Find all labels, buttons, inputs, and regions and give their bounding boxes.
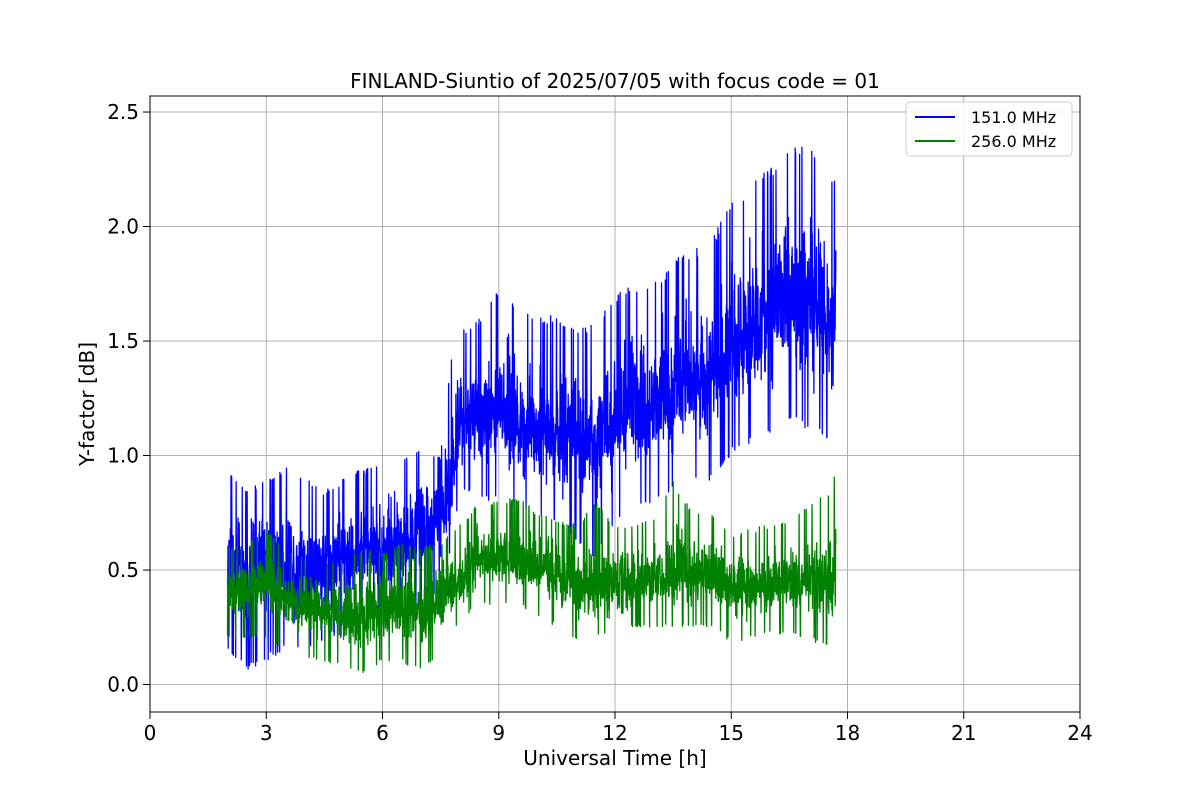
y-tick-label: 0.5 bbox=[107, 558, 139, 582]
x-axis-label: Universal Time [h] bbox=[523, 746, 706, 770]
x-tick-label: 6 bbox=[376, 721, 389, 745]
x-tick-label: 9 bbox=[492, 721, 505, 745]
series-layer bbox=[226, 146, 837, 674]
x-tick-label: 15 bbox=[719, 721, 744, 745]
series-line bbox=[226, 476, 837, 674]
x-tick-label: 12 bbox=[602, 721, 627, 745]
x-tick-label: 18 bbox=[835, 721, 860, 745]
legend: 151.0 MHz 256.0 MHz bbox=[905, 101, 1073, 157]
x-tick-label: 3 bbox=[260, 721, 273, 745]
series-line bbox=[226, 146, 837, 670]
legend-label-256mhz: 256.0 MHz bbox=[971, 132, 1056, 151]
y-tick-label: 1.0 bbox=[107, 444, 139, 468]
x-tick-label: 24 bbox=[1067, 721, 1092, 745]
chart-title: FINLAND-Siuntio of 2025/07/05 with focus… bbox=[350, 69, 880, 93]
x-tick-label: 21 bbox=[951, 721, 976, 745]
y-tick-label: 0.0 bbox=[107, 673, 139, 697]
y-tick-label: 2.5 bbox=[107, 100, 139, 124]
axis-ticks: 0 3 6 9 12 15 18 21 24 0.0 0.5 1.0 1.5 2.0 2.5 bbox=[107, 100, 1093, 745]
y-tick-label: 1.5 bbox=[107, 329, 139, 353]
y-tick-label: 2.0 bbox=[107, 215, 139, 239]
x-tick-label: 0 bbox=[144, 721, 157, 745]
legend-label-151mhz: 151.0 MHz bbox=[971, 108, 1056, 127]
y-axis-label: Y-factor [dB] bbox=[75, 342, 99, 467]
legend-box bbox=[905, 101, 1073, 157]
